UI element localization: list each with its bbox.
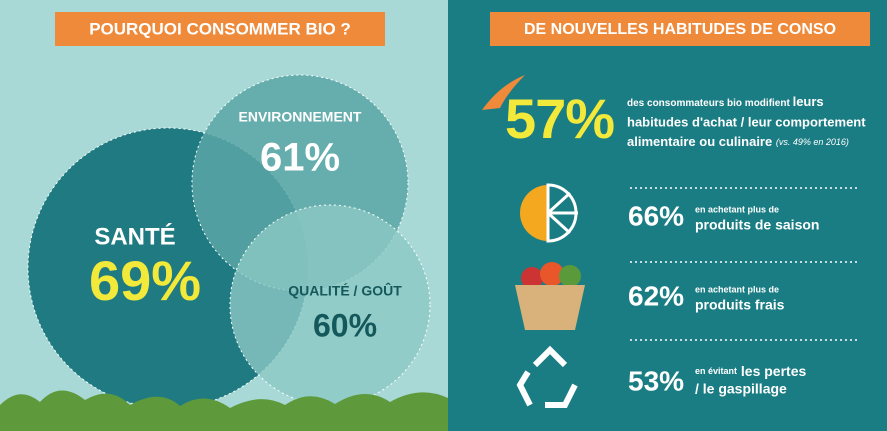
item-small: en achetant plus de [695, 284, 779, 294]
infographic: POURQUOI CONSOMMER BIO ? SANTÉ 69% ENVIR… [0, 0, 887, 431]
season-icon [520, 185, 578, 241]
circle-qualite [230, 205, 430, 405]
headline-note: (vs. 49% en 2016) [776, 137, 849, 147]
item-small: en achetant plus de [695, 204, 779, 214]
headline-text: alimentaire ou culinaire (vs. 49% en 201… [627, 134, 849, 149]
basket-icon [515, 262, 585, 330]
circle-value: 61% [260, 136, 340, 180]
item-line: produits frais [695, 297, 785, 313]
headline-line: habitudes d'achat / leur comportement [627, 114, 866, 129]
item-line: / le gaspillage [695, 381, 787, 397]
item-value: 66% [628, 200, 684, 231]
circle-value: 60% [313, 307, 377, 343]
left-title: POURQUOI CONSOMMER BIO ? [89, 19, 351, 38]
right-title: DE NOUVELLES HABITUDES DE CONSO [524, 21, 836, 38]
headline-line: alimentaire ou culinaire [627, 134, 772, 149]
headline-line: leurs [793, 94, 824, 109]
headline-value: 57% [505, 87, 615, 150]
circle-label: SANTÉ [94, 222, 175, 250]
item-value: 62% [628, 280, 684, 311]
circle-label: QUALITÉ / GOÛT [288, 282, 402, 299]
page: POURQUOI CONSOMMER BIO ? SANTÉ 69% ENVIR… [0, 0, 887, 431]
item-line: produits de saison [695, 217, 819, 233]
headline-intro: des consommateurs bio modifient [627, 98, 790, 109]
circle-value: 69% [89, 249, 201, 312]
item-line: les pertes [741, 363, 807, 379]
item-value: 53% [628, 365, 684, 396]
item-small: en évitant [695, 366, 737, 376]
circle-label: ENVIRONNEMENT [239, 109, 362, 125]
headline-text: des consommateurs bio modifient leurs [627, 94, 824, 109]
